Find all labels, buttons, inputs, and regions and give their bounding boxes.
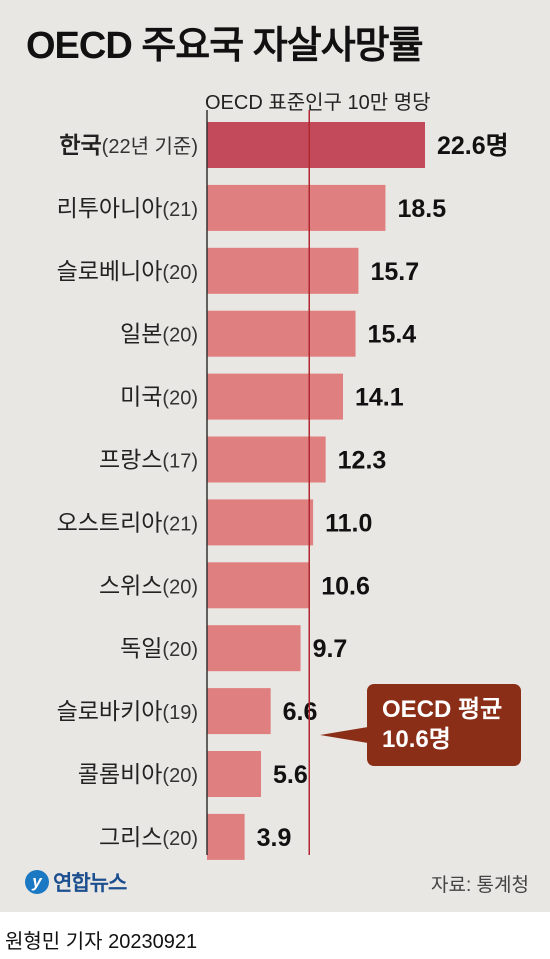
value-label: 5.6 bbox=[273, 761, 308, 789]
category-label: 독일(20) bbox=[120, 635, 198, 661]
year-note: (17) bbox=[162, 451, 198, 473]
value-label: 12.3 bbox=[338, 447, 387, 475]
value-label: 10.6 bbox=[321, 572, 370, 600]
bar bbox=[207, 436, 326, 483]
bar bbox=[207, 688, 271, 735]
category-label: 미국(20) bbox=[120, 384, 198, 410]
country-name: 일본 bbox=[120, 321, 162, 347]
category-label: 그리스(20) bbox=[99, 824, 198, 850]
bar bbox=[207, 562, 310, 609]
value-label: 15.7 bbox=[370, 258, 419, 286]
bar bbox=[207, 751, 262, 797]
category-label: 스위스(20) bbox=[99, 572, 198, 598]
value-label: 9.7 bbox=[313, 635, 348, 663]
year-note: (21) bbox=[162, 199, 198, 221]
bar bbox=[207, 122, 425, 168]
country-name: 독일 bbox=[120, 635, 162, 661]
year-note: (22년 기준) bbox=[102, 135, 198, 158]
average-callout-pointer bbox=[320, 727, 368, 743]
category-label: 리투아니아(21) bbox=[57, 195, 198, 221]
year-note: (19) bbox=[162, 702, 198, 724]
infographic-card: OECD 주요국 자살사망률 OECD 표준인구 10만 명당 한국(22년 기… bbox=[0, 0, 550, 912]
year-note: (20) bbox=[162, 576, 198, 598]
country-name: 슬로바키아 bbox=[57, 698, 163, 724]
bar bbox=[207, 373, 344, 420]
bar bbox=[207, 247, 359, 294]
country-name: 한국 bbox=[59, 132, 101, 158]
bar bbox=[207, 310, 356, 357]
country-name: 슬로베니아 bbox=[57, 258, 163, 284]
country-name: 콜롬비아 bbox=[78, 761, 163, 787]
value-label: 15.4 bbox=[368, 321, 417, 349]
unit-label: OECD 표준인구 10만 명당 bbox=[205, 92, 431, 114]
category-label: 오스트리아(21) bbox=[57, 509, 198, 535]
category-label: 콜롬비아(20) bbox=[78, 761, 198, 787]
yonhap-logo: y 연합뉴스 bbox=[25, 867, 127, 897]
average-value: 10.6명 bbox=[382, 726, 451, 753]
country-name: 스위스 bbox=[99, 572, 162, 598]
country-name: 미국 bbox=[120, 384, 162, 410]
value-label: 18.5 bbox=[397, 195, 446, 223]
country-name: 프랑스 bbox=[99, 447, 162, 473]
value-label: 3.9 bbox=[257, 824, 292, 852]
chart-title: OECD 주요국 자살사망률 bbox=[26, 25, 424, 67]
year-note: (20) bbox=[162, 388, 198, 410]
year-note: (20) bbox=[162, 828, 198, 850]
value-label: 14.1 bbox=[355, 384, 404, 412]
category-label: 일본(20) bbox=[120, 321, 198, 347]
value-label: 11.0 bbox=[325, 509, 372, 537]
year-note: (21) bbox=[162, 513, 198, 535]
source-note: 자료: 통계청 bbox=[431, 875, 529, 896]
country-name: 리투아니아 bbox=[57, 195, 163, 221]
category-label: 슬로베니아(20) bbox=[57, 258, 198, 284]
average-callout: OECD 평균 10.6명 bbox=[367, 684, 521, 766]
year-note: (20) bbox=[162, 765, 198, 787]
value-label: 22.6명 bbox=[437, 132, 509, 160]
average-label: OECD 평균 bbox=[382, 696, 503, 723]
category-label: 한국(22년 기준) bbox=[59, 132, 198, 158]
value-label: 6.6 bbox=[283, 698, 318, 726]
country-name: 오스트리아 bbox=[57, 509, 163, 535]
yonhap-logo-icon: y bbox=[25, 870, 49, 894]
country-name: 그리스 bbox=[99, 824, 162, 850]
year-note: (20) bbox=[162, 325, 198, 347]
year-note: (20) bbox=[162, 639, 198, 661]
bar bbox=[207, 813, 245, 860]
bar bbox=[207, 184, 386, 231]
byline: 원형민 기자 20230921 bbox=[5, 931, 198, 953]
logo-text: 연합뉴스 bbox=[53, 872, 127, 895]
category-label: 슬로바키아(19) bbox=[57, 698, 198, 724]
bar bbox=[207, 625, 301, 672]
bar bbox=[207, 499, 314, 546]
category-label: 프랑스(17) bbox=[99, 447, 198, 473]
year-note: (20) bbox=[162, 262, 198, 284]
